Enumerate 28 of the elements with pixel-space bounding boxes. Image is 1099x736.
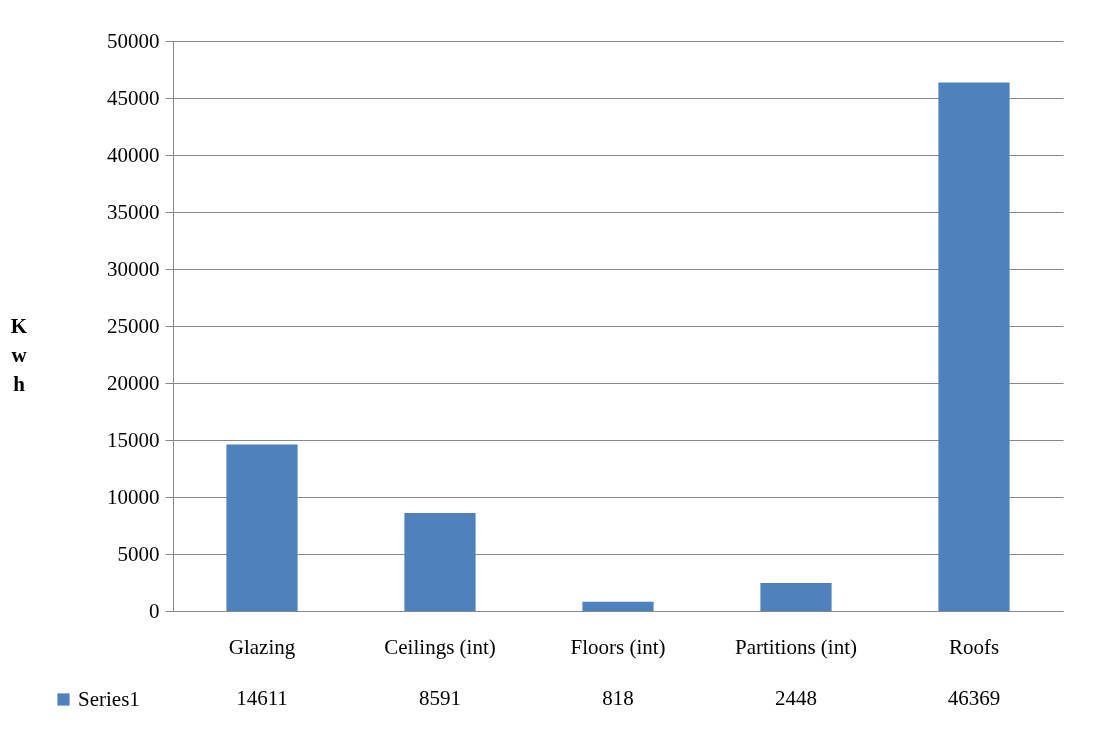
y-tick-label: 20000 — [107, 370, 160, 395]
x-tick-label: Roofs — [948, 634, 1000, 659]
data-label: 14611 — [236, 686, 288, 710]
bar — [938, 82, 1010, 611]
y-tick-label: 15000 — [107, 427, 160, 452]
data-label: 818 — [602, 686, 634, 710]
bar — [582, 601, 654, 611]
bar — [760, 583, 832, 611]
y-tick-label: 45000 — [107, 85, 160, 110]
bar — [404, 513, 476, 611]
x-tick-label: Floors (int) — [570, 634, 666, 659]
data-label: 8591 — [419, 686, 461, 710]
y-tick-label: 40000 — [107, 142, 160, 167]
y-tick-label: 5000 — [117, 541, 160, 566]
y-tick-label: 0 — [149, 598, 160, 623]
x-tick-label: Partitions (int) — [735, 634, 857, 659]
bar — [226, 444, 298, 611]
y-tick-label: 50000 — [107, 28, 160, 53]
legend-label: Series1 — [78, 686, 140, 711]
x-tick-label: Glazing — [228, 634, 296, 659]
data-label: 46369 — [947, 686, 1001, 710]
y-tick-label: 25000 — [107, 313, 160, 338]
y-tick-label: 35000 — [107, 199, 160, 224]
x-tick-label: Ceilings (int) — [384, 634, 496, 659]
y-tick-label: 10000 — [107, 484, 160, 509]
data-label: 2448 — [775, 686, 817, 710]
y-tick-label: 30000 — [107, 256, 160, 281]
y-axis-title: Kwh — [10, 313, 28, 396]
